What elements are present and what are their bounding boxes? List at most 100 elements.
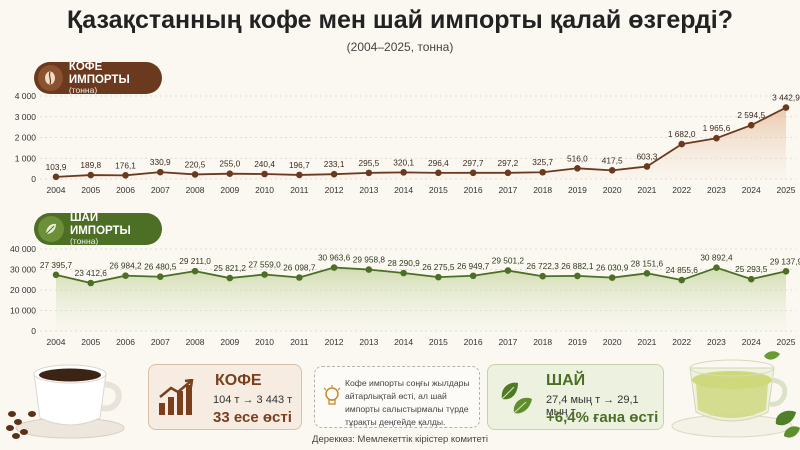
coffee-data-point <box>156 168 164 176</box>
coffee-area <box>56 107 786 179</box>
coffee-data-point <box>678 140 686 148</box>
tea-summary-card: ШАЙ 27,4 мың т → 29,1 мың т +6,4% ғана ө… <box>487 364 664 430</box>
coffee-data-point <box>191 171 199 178</box>
coffee-chart: 0 1 000 2 000 3 000 4 000 103,9 2004 189,8 2005 1… <box>15 91 800 195</box>
coffee-data-point <box>122 172 129 179</box>
tea-series-line <box>55 266 787 284</box>
tea-y-tick-label: 30 000 <box>10 265 36 275</box>
coffee-data-label: 296,4 <box>428 158 449 168</box>
coffee-x-tick-label: 2023 <box>707 185 726 195</box>
tea-data-point <box>296 274 303 281</box>
tea-data-point <box>678 276 686 284</box>
tea-data-label: 26 984,2 <box>109 261 142 271</box>
note-card: Кофе импорты соңғы жылдары айтарлықтай ө… <box>314 366 480 428</box>
coffee-data-point <box>435 169 442 177</box>
tea-area <box>56 267 786 331</box>
coffee-data-point <box>747 121 755 129</box>
coffee-badge-unit: (тонна) <box>68 84 98 95</box>
tea-data-point <box>469 272 477 280</box>
coffee-data-label: 2 594,5 <box>737 110 765 120</box>
tea-chart: 0 10 000 20 000 30 000 40 000 27 395,7 2004 23 … <box>10 244 800 347</box>
page-title: Қазақстанның кофе мен шай импорты қалай … <box>67 6 733 34</box>
coffee-x-tick-label: 2021 <box>637 185 656 195</box>
tea-x-tick-label: 2013 <box>359 337 378 347</box>
coffee-card-title: КОФЕ <box>215 372 262 389</box>
tea-card-result: +6,4% ғана өсті <box>546 409 659 426</box>
tea-data-label: 26 098,7 <box>283 262 316 272</box>
tea-card-title: ШАЙ <box>546 372 586 389</box>
tea-x-tick-label: 2011 <box>290 337 309 347</box>
coffee-data-point <box>713 134 720 142</box>
tea-x-tick-label: 2025 <box>777 337 796 347</box>
coffee-x-tick-label: 2011 <box>290 185 309 195</box>
coffee-data-label: 196,7 <box>289 160 310 170</box>
tea-data-point <box>747 275 755 283</box>
coffee-x-tick-label: 2010 <box>255 185 274 195</box>
tea-badge-unit: (тонна) <box>69 235 99 246</box>
tea-x-tick-label: 2008 <box>186 337 205 347</box>
coffee-data-point <box>365 169 373 177</box>
coffee-x-tick-label: 2009 <box>220 185 239 195</box>
coffee-x-tick-label: 2015 <box>429 185 448 195</box>
coffee-y-tick-label: 4 000 <box>15 91 37 101</box>
tea-data-label: 29 501,2 <box>492 256 525 266</box>
tea-data-point <box>643 269 651 277</box>
coffee-y-tick-label: 3 000 <box>15 112 37 122</box>
tea-data-point <box>52 271 60 279</box>
coffee-x-tick-label: 2013 <box>359 185 378 195</box>
coffee-data-point <box>400 169 407 176</box>
tea-data-point <box>226 274 234 282</box>
coffee-x-tick-label: 2016 <box>464 185 483 195</box>
coffee-data-label: 603,3 <box>637 151 658 161</box>
coffee-data-label: 516,0 <box>567 153 588 163</box>
coffee-x-tick-label: 2025 <box>777 185 796 195</box>
tea-badge-label: ШАЙ ИМПОРТЫ <box>69 212 131 237</box>
tea-data-label: 29 137,9 <box>770 256 800 266</box>
tea-data-label: 28 151,6 <box>631 258 664 268</box>
tea-x-tick-label: 2020 <box>603 337 622 347</box>
tea-x-tick-label: 2012 <box>325 337 344 347</box>
coffee-data-label: 295,5 <box>358 158 379 168</box>
tea-x-tick-label: 2019 <box>568 337 587 347</box>
tea-data-point <box>435 273 442 281</box>
coffee-cup-illustration <box>6 364 125 439</box>
tea-x-tick-label: 2016 <box>464 337 483 347</box>
tea-imports-badge: ШАЙ ИМПОРТЫ (тонна) <box>34 212 162 246</box>
tea-x-tick-label: 2022 <box>672 337 691 347</box>
tea-data-label: 26 030,9 <box>596 263 629 273</box>
coffee-data-point <box>504 169 512 177</box>
tea-data-point <box>574 272 581 280</box>
coffee-x-tick-label: 2007 <box>151 185 170 195</box>
coffee-data-label: 320,1 <box>393 157 414 167</box>
tea-data-label: 26 882,1 <box>561 261 594 271</box>
tea-data-point <box>87 279 95 287</box>
coffee-x-tick-label: 2018 <box>533 185 552 195</box>
coffee-data-point <box>608 167 616 174</box>
tea-x-tick-label: 2006 <box>116 337 135 347</box>
coffee-x-tick-label: 2019 <box>568 185 587 195</box>
coffee-data-point <box>574 164 581 172</box>
coffee-card-result: 33 есе өсті <box>213 409 292 426</box>
coffee-data-point <box>226 170 234 178</box>
coffee-data-point <box>296 171 303 179</box>
coffee-data-label: 176,1 <box>115 160 136 170</box>
lightbulb-icon <box>323 385 341 405</box>
coffee-data-label: 240,4 <box>254 159 275 169</box>
tea-x-tick-label: 2021 <box>637 337 656 347</box>
coffee-data-label: 189,8 <box>80 160 101 170</box>
coffee-data-point <box>782 104 790 111</box>
coffee-card-change: 104 т → 3 443 т <box>213 394 293 406</box>
coffee-x-tick-label: 2014 <box>394 185 413 195</box>
coffee-data-label: 3 442,9 <box>772 93 800 103</box>
tea-data-label: 27 395,7 <box>40 260 73 270</box>
note-text: Кофе импорты соңғы жылдары айтарлықтай ө… <box>345 378 470 427</box>
tea-x-tick-label: 2005 <box>81 337 100 347</box>
tea-x-tick-label: 2007 <box>151 337 170 347</box>
tea-x-tick-label: 2017 <box>498 337 517 347</box>
tea-x-tick-label: 2015 <box>429 337 448 347</box>
tea-x-tick-label: 2009 <box>220 337 239 347</box>
tea-leaf-icon <box>38 216 64 242</box>
tea-data-point <box>782 267 790 275</box>
coffee-data-label: 297,7 <box>463 158 484 168</box>
tea-data-label: 28 290,9 <box>387 258 420 268</box>
